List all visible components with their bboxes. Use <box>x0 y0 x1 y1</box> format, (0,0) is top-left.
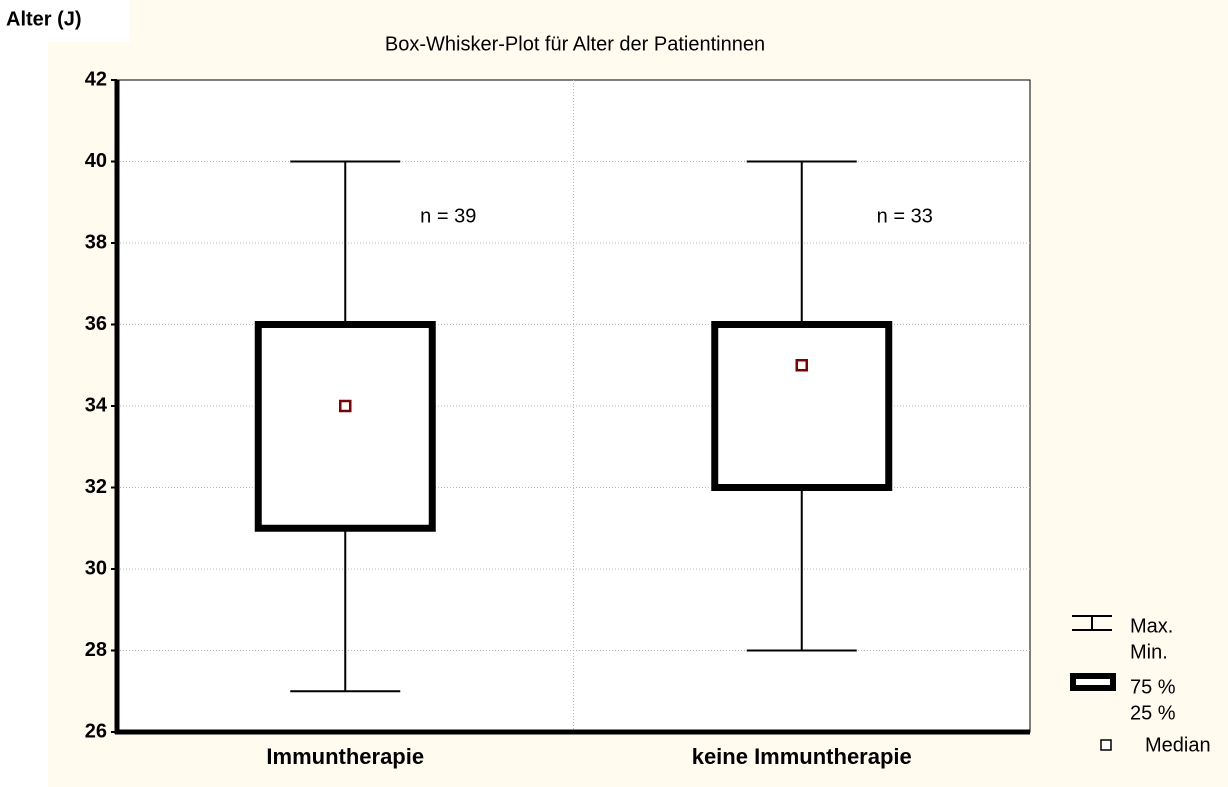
x-tick-label: Immuntherapie <box>266 744 424 769</box>
legend-box <box>1070 673 1116 691</box>
annotation: n = 39 <box>420 205 476 227</box>
x-tick-label: keine Immuntherapie <box>692 744 912 769</box>
y-axis-label: Alter (J) <box>6 8 82 30</box>
label-background <box>0 0 130 42</box>
box <box>711 321 893 491</box>
y-tick-label: 42 <box>85 68 107 90</box>
y-tick-label: 36 <box>85 313 107 335</box>
y-tick-label: 34 <box>85 394 108 416</box>
legend-label: 25 % <box>1130 702 1176 724</box>
median <box>339 399 352 413</box>
legend-label: Median <box>1145 734 1211 756</box>
box <box>254 321 436 532</box>
legend-label: 75 % <box>1130 676 1176 698</box>
y-tick-label: 32 <box>85 476 107 498</box>
chart-title: Box-Whisker-Plot für Alter der Patientin… <box>385 33 765 55</box>
legend-label: Max. <box>1130 615 1173 637</box>
y-tick-label: 38 <box>85 231 107 253</box>
y-tick-label: 28 <box>85 639 107 661</box>
annotation: n = 33 <box>877 205 933 227</box>
y-tick-label: 30 <box>85 557 107 579</box>
legend-label: Min. <box>1130 641 1168 663</box>
y-tick-label: 40 <box>85 150 107 172</box>
y-tick-label: 26 <box>85 720 107 742</box>
legend-median <box>1100 739 1112 751</box>
median <box>795 359 808 372</box>
